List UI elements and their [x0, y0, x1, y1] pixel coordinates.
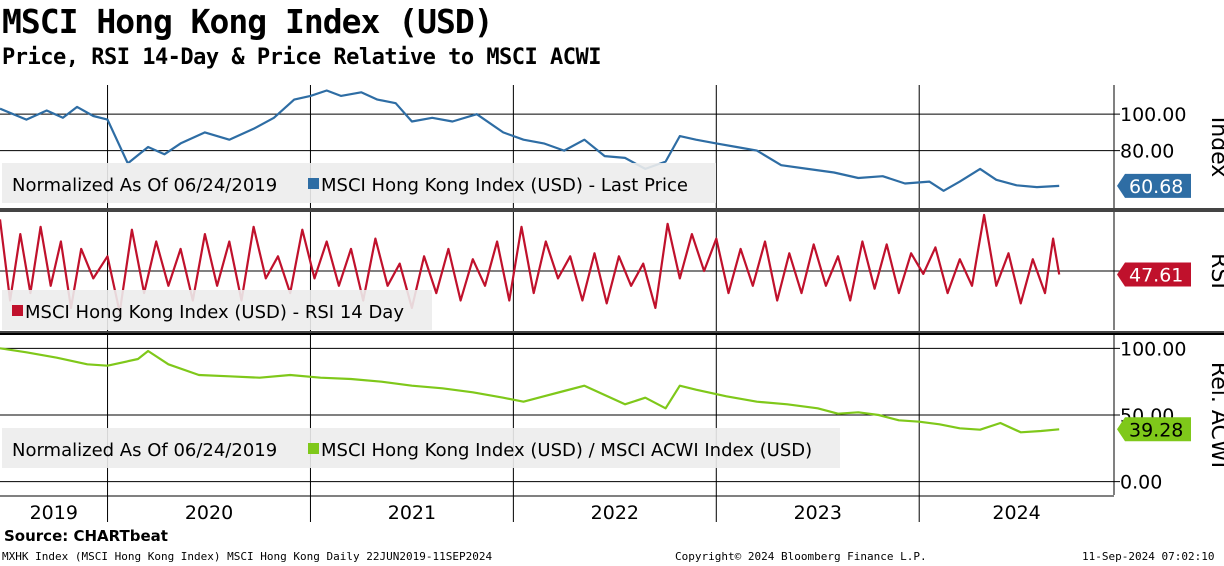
relative-tick-label-2: 0.00 — [1120, 472, 1162, 494]
rsi-last-value-label: 47.61 — [1129, 265, 1183, 287]
price-legend-prefix: Normalized As Of 06/24/2019 — [12, 175, 277, 196]
price-series-line — [0, 89, 1060, 192]
rsi-legend-box — [2, 290, 432, 330]
relative-last-value-label: 39.28 — [1129, 419, 1183, 441]
price-tick-label-0: 100.00 — [1120, 104, 1186, 126]
chart-title: MSCI Hong Kong Index (USD) — [2, 2, 494, 41]
x-tick-label-2019: 2019 — [30, 502, 78, 524]
x-tick-label-2022: 2022 — [591, 502, 639, 524]
panel-separator-0 — [0, 208, 1224, 212]
relative-legend-box — [2, 428, 840, 468]
x-tick-label-2020: 2020 — [185, 502, 233, 524]
price-tick-label-1: 80.00 — [1120, 141, 1174, 163]
relative-series-line — [0, 347, 1060, 434]
rsi-last-value-tag — [1117, 262, 1191, 287]
footer-ticker-info: MXHK Index (MSCI Hong Kong Index) MSCI H… — [2, 550, 493, 563]
x-tick-label-2024: 2024 — [992, 502, 1040, 524]
relative-axis-title: Rel. ACWI — [1206, 362, 1224, 468]
relative-legend-prefix: Normalized As Of 06/24/2019 — [12, 440, 277, 461]
x-tick-label-2023: 2023 — [794, 502, 842, 524]
price-last-value-label: 60.68 — [1129, 176, 1183, 198]
footer-timestamp: 11-Sep-2024 07:02:10 — [1082, 550, 1215, 563]
x-tick-label-2021: 2021 — [388, 502, 436, 524]
relative-tick-label-0: 100.00 — [1120, 338, 1186, 360]
price-legend-label: MSCI Hong Kong Index (USD) - Last Price — [321, 175, 688, 196]
chart-subtitle: Price, RSI 14-Day & Price Relative to MS… — [2, 45, 602, 70]
panel-separator-1 — [0, 331, 1224, 334]
price-axis-title: Index — [1206, 117, 1224, 178]
source-note: Source: CHARTbeat — [4, 527, 168, 545]
footer-copyright: Copyright© 2024 Bloomberg Finance L.P. — [675, 550, 927, 563]
rsi-series-line — [0, 213, 1061, 314]
rsi-legend-swatch — [12, 305, 23, 316]
price-last-value-tag — [1117, 173, 1191, 198]
relative-legend-label: MSCI Hong Kong Index (USD) / MSCI ACWI I… — [321, 440, 812, 461]
rsi-axis-title: RSI — [1206, 253, 1224, 289]
price-legend-swatch — [308, 178, 319, 189]
rsi-legend-label: MSCI Hong Kong Index (USD) - RSI 14 Day — [25, 302, 404, 323]
relative-legend-swatch — [308, 443, 319, 454]
price-legend-box — [2, 163, 716, 203]
panel-separator-2 — [0, 333, 1224, 335]
relative-last-value-tag — [1117, 417, 1191, 442]
